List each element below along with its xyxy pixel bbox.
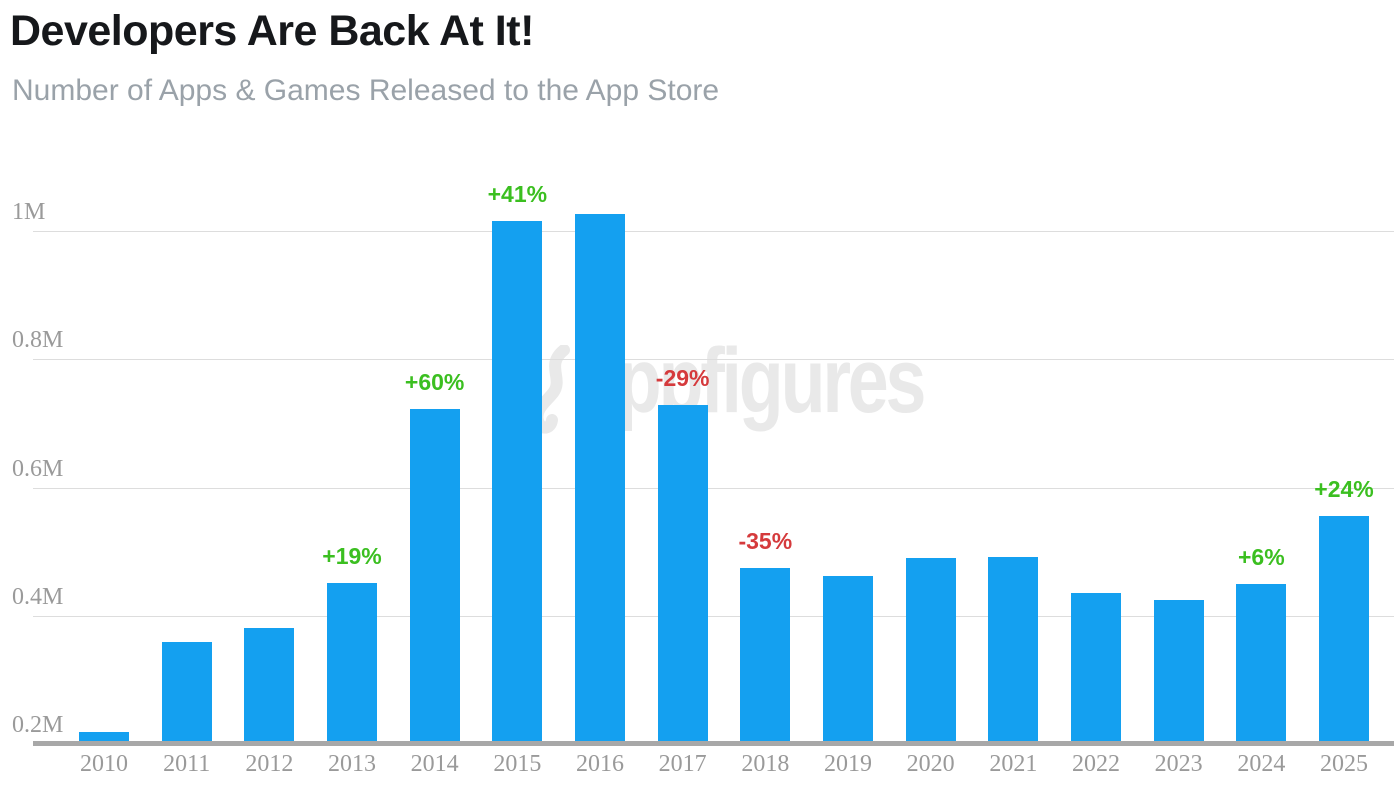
y-axis-label-0.8M: 0.8M [12, 327, 64, 354]
bar-2022 [1071, 593, 1121, 746]
x-axis-label-2013: 2013 [328, 751, 376, 777]
chart-title: Developers Are Back At It! [10, 7, 534, 55]
appfigures-logo-icon [531, 345, 570, 434]
gridline-0.4M [33, 615, 1394, 617]
x-axis-label-2018: 2018 [741, 751, 790, 777]
bar-2012 [244, 627, 295, 746]
y-axis-label-0.2M: 0.2M [12, 712, 64, 738]
bar-2025 [1319, 515, 1369, 746]
bar-2018 [740, 568, 791, 746]
x-axis-label-2010: 2010 [80, 751, 128, 777]
x-axis-label-2016: 2016 [576, 751, 624, 777]
watermark: appfigures [527, 335, 1009, 437]
gridline-0.8M [33, 359, 1394, 361]
x-axis-label-2022: 2022 [1072, 751, 1120, 777]
x-axis-label-2024: 2024 [1237, 751, 1286, 777]
x-axis-label-2014: 2014 [410, 751, 459, 777]
x-axis-label-2025: 2025 [1320, 751, 1368, 777]
x-axis-label-2015: 2015 [493, 751, 542, 777]
gridline-0.6M [33, 487, 1394, 489]
x-axis-label-2017: 2017 [658, 751, 707, 777]
bar-2013 [327, 583, 377, 746]
chart-subtitle: Number of Apps & Games Released to the A… [12, 74, 720, 107]
pct-change-2025: +24% [1314, 475, 1374, 502]
x-axis-baseline [33, 741, 1394, 746]
x-axis-label-2019: 2019 [824, 751, 872, 777]
bar-2019 [823, 575, 873, 746]
bar-2023 [1153, 599, 1204, 746]
pct-change-2013: +19% [322, 543, 382, 570]
pct-change-2017: -29% [655, 364, 710, 391]
bar-2011 [161, 642, 212, 746]
x-axis-label-2012: 2012 [245, 751, 294, 777]
x-axis-label-2021: 2021 [989, 751, 1038, 777]
y-axis-label-0.6M: 0.6M [12, 455, 64, 482]
bar-2021 [988, 557, 1039, 746]
bar-2020 [905, 558, 956, 746]
bar-2016 [575, 213, 625, 746]
gridline-1M [33, 231, 1394, 232]
bar-2017 [657, 404, 708, 746]
y-axis-label-1M: 1M [12, 199, 46, 225]
watermark-text: appfigures [579, 330, 926, 432]
x-axis-label-2011: 2011 [163, 751, 211, 777]
x-axis-label-2020: 2020 [906, 751, 955, 777]
bar-2015 [492, 220, 543, 746]
bar-2014 [409, 409, 460, 746]
x-axis-label-2023: 2023 [1154, 751, 1203, 777]
pct-change-2018: -35% [738, 528, 793, 555]
bar-2024 [1236, 583, 1287, 746]
pct-change-2024: +6% [1237, 543, 1285, 570]
pct-change-2014: +60% [404, 369, 465, 396]
pct-change-2015: +41% [487, 180, 548, 207]
y-axis-label-0.4M: 0.4M [12, 583, 64, 610]
